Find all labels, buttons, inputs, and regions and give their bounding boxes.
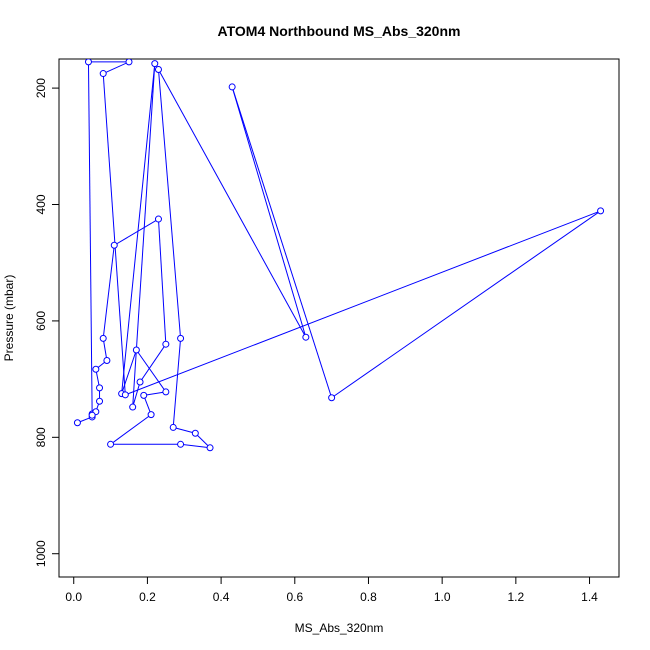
data-point — [110, 241, 118, 249]
series-line-segment — [158, 69, 307, 338]
series-line-segment — [157, 219, 167, 345]
y-tick-label: 600 — [34, 311, 48, 331]
x-tick-label: 1.0 — [434, 590, 451, 604]
y-tick-label: 400 — [34, 194, 48, 214]
data-point — [177, 334, 185, 342]
series-line-segment — [121, 349, 137, 394]
data-point — [92, 365, 100, 373]
x-tick-label: 1.2 — [507, 590, 524, 604]
y-axis: 200 400 600 800 1000 — [34, 78, 60, 567]
series-line-segment — [331, 210, 601, 399]
series-line-segment — [143, 391, 166, 396]
data-point — [147, 411, 155, 419]
plot-frame — [58, 58, 620, 578]
series-line-segment — [87, 61, 93, 416]
series-line-segment — [102, 338, 108, 361]
series-line-segment — [125, 210, 601, 396]
series-line-segment — [102, 73, 126, 395]
data-point — [177, 440, 185, 448]
series-line-segment — [132, 63, 156, 408]
data-point — [107, 440, 115, 448]
series-line-segment — [231, 86, 333, 398]
x-tick-label: 0.2 — [139, 590, 156, 604]
series-line-segment — [135, 349, 167, 393]
data-point — [99, 334, 107, 342]
series-line-segment — [114, 218, 159, 246]
y-tick-label: 200 — [34, 78, 48, 98]
data-point — [125, 59, 133, 66]
x-tick-label: 0.8 — [360, 590, 377, 604]
series-line-segment — [132, 381, 141, 408]
x-tick-label: 0.6 — [286, 590, 303, 604]
series-group — [73, 59, 605, 452]
data-point — [84, 59, 92, 66]
series-line-segment — [173, 426, 196, 434]
y-axis-label: Pressure (mbar) — [2, 275, 16, 362]
data-point — [121, 391, 129, 399]
data-point — [73, 419, 81, 427]
x-axis: 0.0 0.2 0.4 0.6 0.8 1.0 1.2 1.4 — [65, 576, 598, 604]
data-point — [154, 65, 162, 73]
series-line-segment — [102, 245, 115, 339]
data-point — [88, 411, 96, 419]
series-line-segment — [231, 86, 307, 338]
data-point — [302, 333, 310, 341]
data-point — [328, 394, 336, 402]
x-axis-label: MS_Abs_320nm — [295, 621, 384, 635]
x-tick-label: 0.0 — [65, 590, 82, 604]
x-tick-label: 0.4 — [213, 590, 230, 604]
data-point — [132, 346, 140, 354]
series-line-segment — [172, 338, 182, 428]
y-tick-label: 1000 — [34, 540, 48, 567]
data-point — [206, 444, 214, 452]
data-point — [103, 356, 111, 364]
data-point — [151, 60, 159, 68]
series-line-segment — [180, 443, 211, 449]
series-line-segment — [139, 343, 167, 383]
data-point — [96, 397, 104, 405]
data-point — [96, 384, 104, 392]
data-point — [99, 70, 107, 78]
data-point — [140, 391, 148, 399]
series-line-segment — [103, 61, 130, 75]
data-point — [228, 83, 236, 91]
series-line-segment — [157, 69, 182, 339]
series-line-segment — [110, 414, 152, 445]
data-point — [191, 429, 199, 437]
data-point — [162, 388, 170, 396]
data-point — [129, 403, 137, 411]
data-point — [154, 215, 162, 223]
data-point — [597, 207, 605, 215]
data-point — [136, 378, 144, 386]
data-point — [162, 340, 170, 348]
y-tick-label: 800 — [34, 427, 48, 447]
plot-area — [73, 59, 605, 452]
series-line-segment — [121, 63, 156, 394]
data-point — [169, 423, 177, 431]
chart-title: ATOM4 Northbound MS_Abs_320nm — [218, 23, 461, 39]
x-tick-label: 1.4 — [581, 590, 598, 604]
